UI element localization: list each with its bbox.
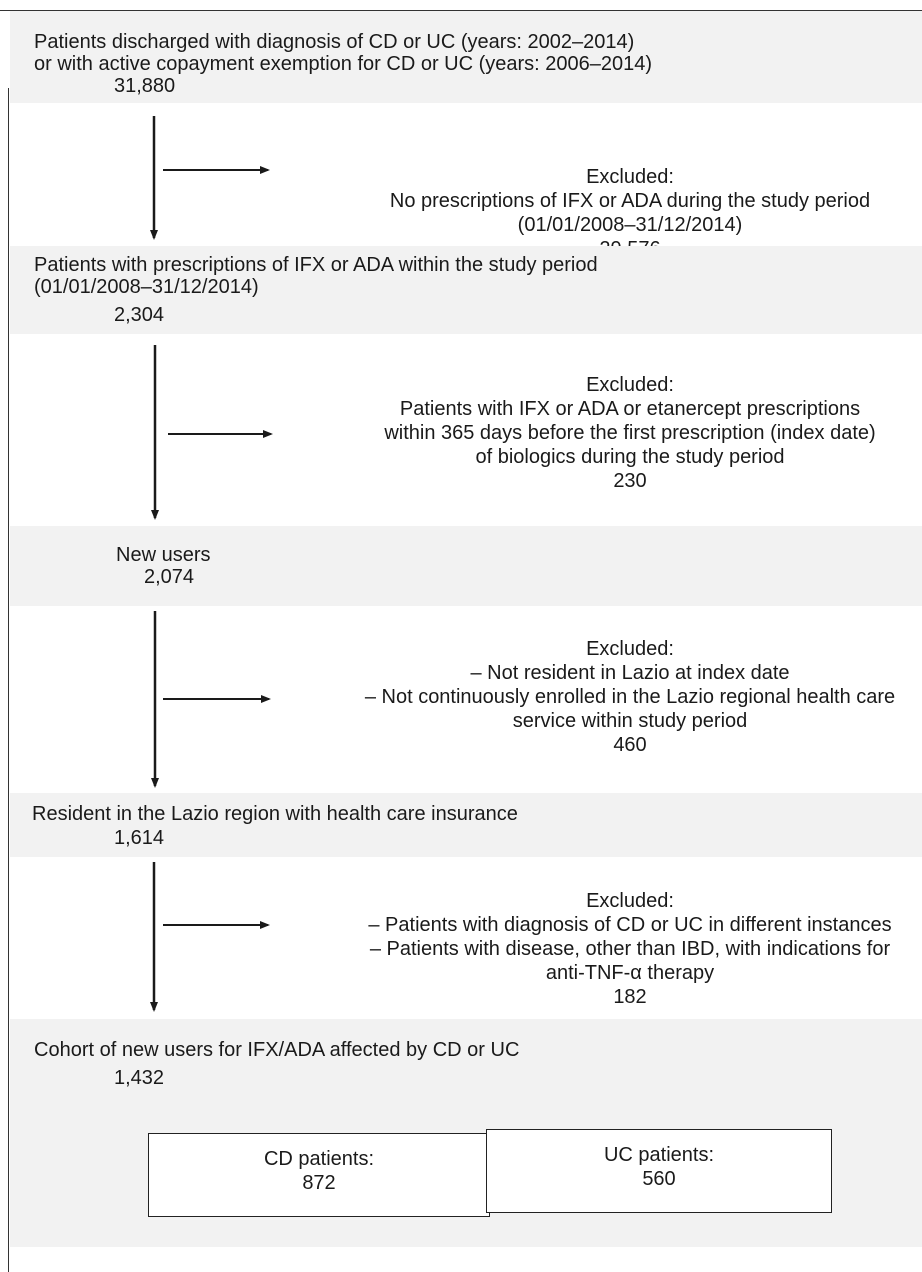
top-border [0,10,922,11]
excl1-line1: No prescriptions of IFX or ADA during th… [389,190,871,212]
stage-prescriptions-line1: Patients with prescriptions of IFX or AD… [34,254,598,276]
stage-prescriptions-count: 2,304 [114,304,165,326]
stage-prescriptions-line2: (01/01/2008–31/12/2014) [34,276,259,298]
stage-new-users-count: 2,074 [144,566,195,588]
excl3-title: Excluded: [586,638,674,660]
stage-cohort-line1: Cohort of new users for IFX/ADA affected… [34,1039,520,1061]
excl4-line1: – Patients with diagnosis of CD or UC in… [368,914,892,936]
stage-prescriptions: Patients with prescriptions of IFX or AD… [10,246,922,334]
excl1-line2: (01/01/2008–31/12/2014) [517,214,743,236]
stage-new-users: New users 2,074 [10,526,922,606]
excl2-title: Excluded: [586,374,674,396]
stage-resident-lazio: Resident in the Lazio region with health… [10,793,922,857]
excl3-line1: – Not resident in Lazio at index date [470,662,790,684]
stage-cohort-count: 1,432 [114,1067,165,1089]
excl2-count: 230 [613,470,647,492]
stage-discharged-count: 31,880 [114,75,176,97]
excl3-count: 460 [613,734,647,756]
stage-cohort: Cohort of new users for IFX/ADA affected… [10,1019,922,1247]
stage-new-users-line1: New users [116,544,211,566]
stage-discharged-patients: Patients discharged with diagnosis of CD… [10,11,922,103]
stage-discharged-line2: or with active copayment exemption for C… [34,53,653,75]
stage-resident-line1: Resident in the Lazio region with health… [32,803,518,825]
stage-resident-count: 1,614 [114,827,165,849]
excl3-line3: service within study period [512,710,748,732]
excl4-line3: anti-TNF-α therapy [545,962,715,984]
cd-patients-box: CD patients: 872 [148,1133,490,1217]
cd-patients-count: 872 [302,1172,336,1194]
excl4-title: Excluded: [586,890,674,912]
excl2-line3: of biologics during the study period [475,446,785,468]
excl2-line2: within 365 days before the first prescri… [384,422,876,444]
uc-patients-count: 560 [642,1168,676,1190]
excl4-line2: – Patients with disease, other than IBD,… [369,938,891,960]
left-border [8,88,9,1272]
stage-discharged-line1: Patients discharged with diagnosis of CD… [34,31,635,53]
uc-patients-label: UC patients: [603,1144,715,1166]
excl4-count: 182 [613,986,647,1008]
excl3-line2: – Not continuously enrolled in the Lazio… [364,686,896,708]
excl1-title: Excluded: [586,166,674,188]
uc-patients-box: UC patients: 560 [486,1129,832,1213]
cd-patients-label: CD patients: [263,1148,375,1170]
excl2-line1: Patients with IFX or ADA or etanercept p… [399,398,861,420]
